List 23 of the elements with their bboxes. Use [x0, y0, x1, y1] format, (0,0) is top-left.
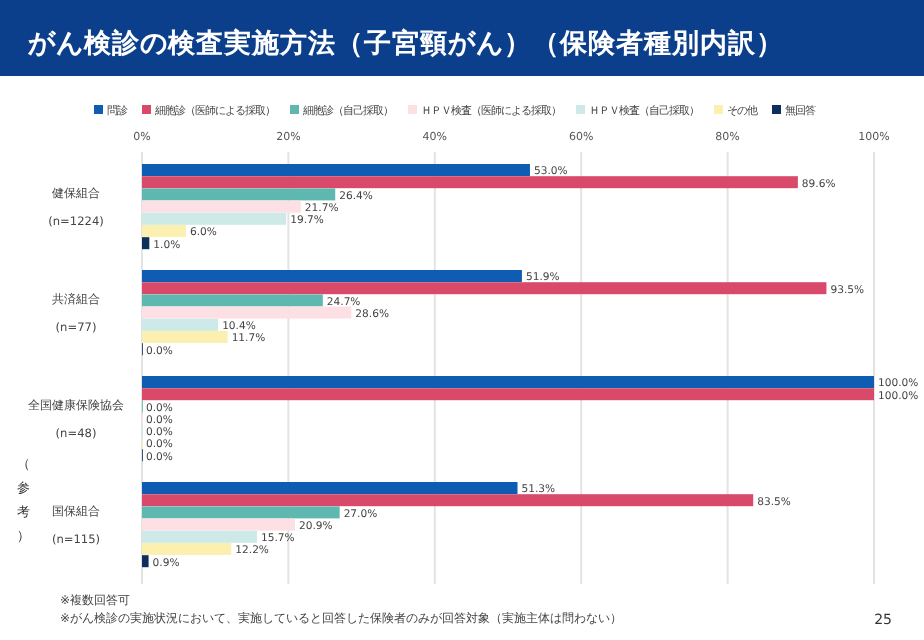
bar — [142, 388, 874, 401]
bar — [142, 294, 323, 307]
chart-title: がん検診の検査実施方法（子宮頸がん）（保険者種別内訳） — [26, 26, 784, 60]
bar — [142, 555, 149, 568]
bar — [142, 212, 287, 225]
bar — [142, 188, 336, 201]
bar — [142, 331, 228, 343]
bar — [142, 282, 827, 295]
bar — [142, 506, 340, 519]
bar — [142, 237, 150, 250]
bar — [142, 164, 530, 176]
bar — [142, 270, 522, 282]
bar — [142, 494, 754, 507]
bar — [142, 306, 352, 319]
bar — [142, 318, 219, 331]
bar — [142, 200, 301, 213]
bar — [142, 482, 518, 494]
bar — [142, 530, 257, 543]
bar — [142, 543, 232, 555]
bar — [142, 176, 798, 189]
bar — [142, 376, 874, 388]
bar — [142, 518, 295, 531]
bar — [142, 225, 186, 237]
